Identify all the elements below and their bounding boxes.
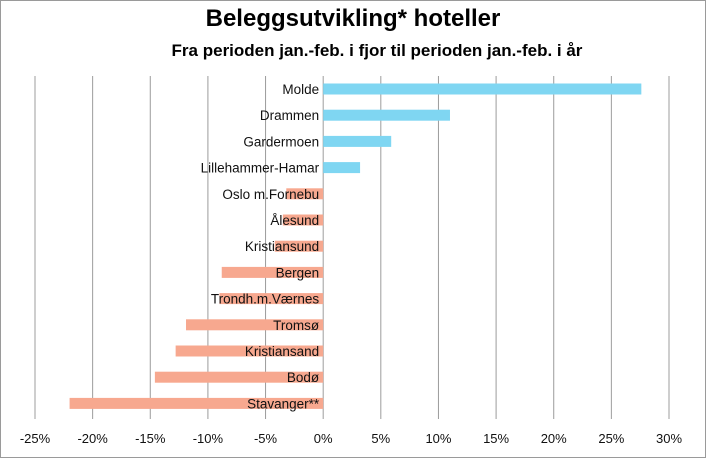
bar-11 xyxy=(175,345,324,357)
category-label: Stavanger** xyxy=(247,396,320,411)
x-tick-label: 15% xyxy=(483,431,509,446)
x-tick-label: 25% xyxy=(598,431,624,446)
category-label: Lillehammer-Hamar xyxy=(201,161,320,176)
x-tick-label: -10% xyxy=(193,431,224,446)
category-label: Bodø xyxy=(287,370,319,385)
bar-8 xyxy=(221,266,324,278)
category-label: Molde xyxy=(282,82,319,97)
bar-3 xyxy=(323,135,392,147)
x-tick-label: -5% xyxy=(254,431,278,446)
category-label: Ålesund xyxy=(270,213,319,228)
category-labels: Molde Drammen Gardermoen Lillehammer-Hamar O… xyxy=(201,82,320,411)
x-tick-label: -15% xyxy=(135,431,166,446)
x-tick-label: 20% xyxy=(541,431,567,446)
category-label: Trondh.m.Værnes xyxy=(211,292,320,307)
x-tick-label: 0% xyxy=(314,431,333,446)
x-tick-label: 10% xyxy=(425,431,451,446)
x-tick-label: 30% xyxy=(656,431,682,446)
x-tick-label: -25% xyxy=(20,431,51,446)
bar-6 xyxy=(282,214,324,226)
bar-5 xyxy=(286,188,324,200)
category-label: Oslo m.Fornebu xyxy=(222,187,319,202)
chart-title: Beleggsutvikling* hoteller xyxy=(205,5,501,32)
bar-12 xyxy=(154,371,324,383)
bar-4 xyxy=(323,162,361,174)
chart-subtitle: Fra perioden jan.-feb. i fjor til period… xyxy=(171,41,583,60)
bar-2 xyxy=(323,109,450,121)
x-tick-label: -20% xyxy=(77,431,108,446)
x-tick-label: 5% xyxy=(371,431,390,446)
category-label: Tromsø xyxy=(273,318,319,333)
category-label: Gardermoen xyxy=(243,134,319,149)
bar-10 xyxy=(186,319,324,331)
x-axis-ticks: -25% -20% -15% -10% -5% 0% 5% 10% 15% 20% 25% 30% xyxy=(20,431,683,446)
category-label: Drammen xyxy=(260,108,319,123)
bars xyxy=(69,83,642,409)
category-label: Kristiansund xyxy=(245,239,319,254)
bar-9 xyxy=(219,293,324,305)
bar-13 xyxy=(69,397,324,409)
bar-7 xyxy=(274,240,324,252)
bar-1 xyxy=(323,83,642,95)
category-label: Kristiansand xyxy=(245,344,319,359)
gridlines xyxy=(34,76,670,419)
category-label: Bergen xyxy=(276,265,320,280)
